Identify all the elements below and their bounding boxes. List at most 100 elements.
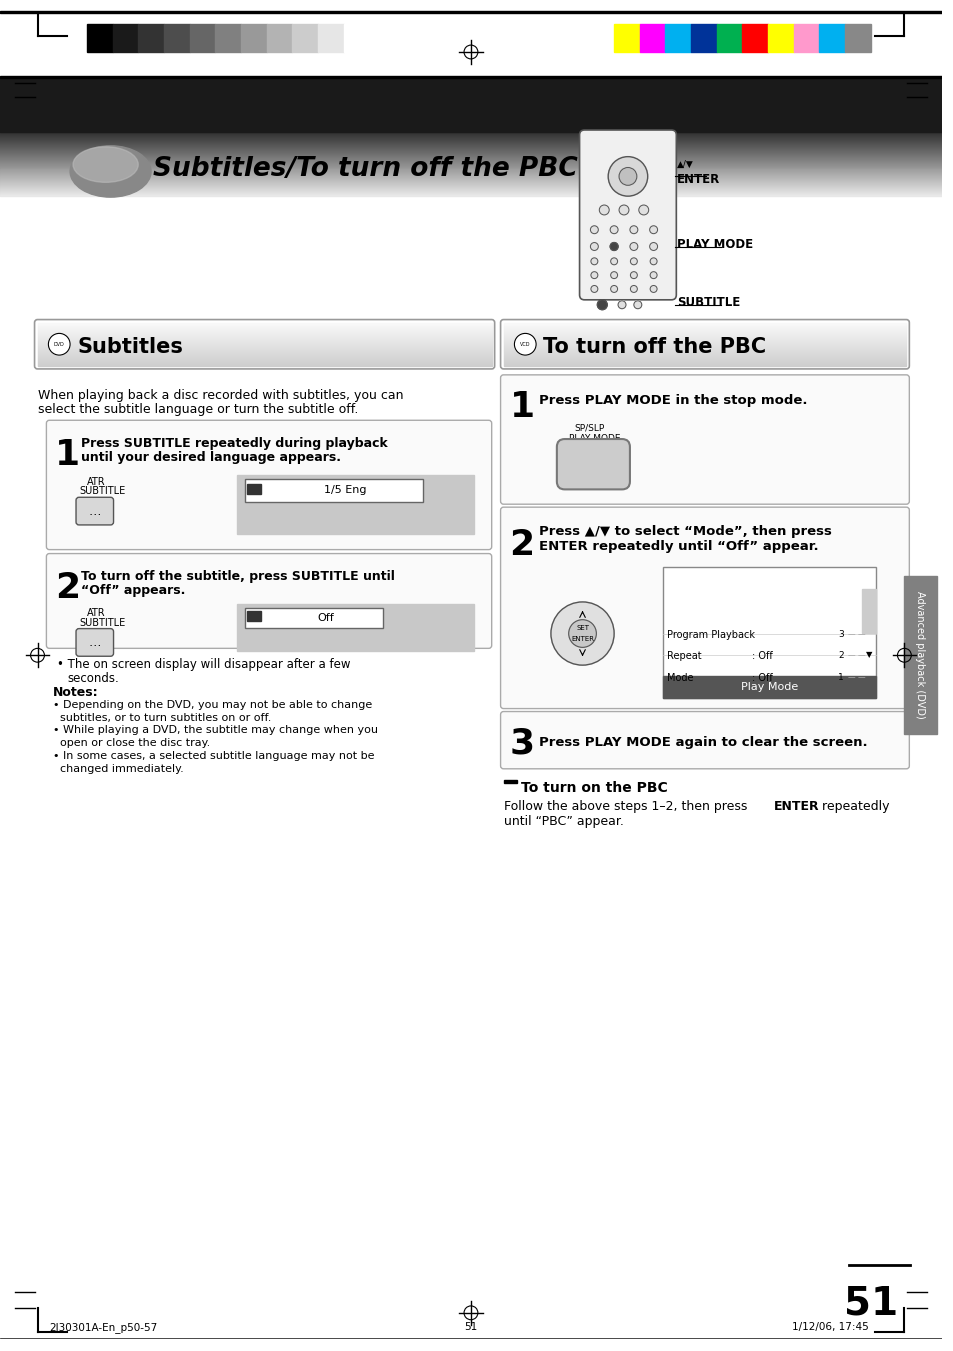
Text: 1/12/06, 17:45: 1/12/06, 17:45 xyxy=(791,1321,868,1332)
Circle shape xyxy=(568,620,596,647)
Text: …: … xyxy=(89,636,101,648)
Circle shape xyxy=(650,258,657,265)
Circle shape xyxy=(649,226,657,234)
Text: 1: 1 xyxy=(838,673,843,682)
Text: PLAY MODE: PLAY MODE xyxy=(677,238,753,251)
FancyBboxPatch shape xyxy=(579,130,676,300)
Text: ENTER: ENTER xyxy=(677,173,720,186)
Text: : Off: : Off xyxy=(752,651,772,661)
Text: Press ▲/▼ to select “Mode”, then press: Press ▲/▼ to select “Mode”, then press xyxy=(538,526,831,538)
Bar xyxy=(317,24,343,51)
Circle shape xyxy=(650,272,657,278)
Circle shape xyxy=(597,300,606,309)
Bar xyxy=(767,24,793,51)
Bar xyxy=(215,24,241,51)
Bar xyxy=(0,77,941,132)
Bar xyxy=(112,24,138,51)
Text: repeatedly: repeatedly xyxy=(817,800,888,813)
FancyBboxPatch shape xyxy=(47,554,491,648)
Text: select the subtitle language or turn the subtitle off.: select the subtitle language or turn the… xyxy=(37,404,357,416)
Text: SET: SET xyxy=(576,624,588,631)
Text: 51: 51 xyxy=(464,1321,477,1332)
Bar xyxy=(138,24,164,51)
Circle shape xyxy=(630,258,637,265)
Text: — —: — — xyxy=(847,651,864,661)
FancyBboxPatch shape xyxy=(557,439,629,489)
Text: SUBTITLE: SUBTITLE xyxy=(677,296,740,309)
Bar xyxy=(87,24,112,51)
Circle shape xyxy=(639,205,648,215)
Text: SP/SLP: SP/SLP xyxy=(574,423,604,432)
Text: Program Playback: Program Playback xyxy=(667,630,755,639)
Text: Play Mode: Play Mode xyxy=(740,682,798,692)
Circle shape xyxy=(630,272,637,278)
Text: Repeat: Repeat xyxy=(667,651,701,661)
Text: 51: 51 xyxy=(843,1285,898,1323)
Circle shape xyxy=(49,334,70,355)
Bar xyxy=(247,611,260,620)
Bar xyxy=(236,474,474,534)
FancyBboxPatch shape xyxy=(47,420,491,550)
Circle shape xyxy=(650,285,657,292)
Text: 2: 2 xyxy=(509,528,534,562)
Circle shape xyxy=(610,272,617,278)
Text: ATR: ATR xyxy=(87,477,106,486)
Text: seconds.: seconds. xyxy=(67,671,119,685)
Bar xyxy=(793,24,819,51)
Circle shape xyxy=(610,226,618,234)
Bar xyxy=(662,567,875,697)
Circle shape xyxy=(590,226,598,234)
FancyBboxPatch shape xyxy=(76,497,113,526)
Circle shape xyxy=(629,226,638,234)
Circle shape xyxy=(590,272,598,278)
Bar xyxy=(662,676,875,697)
Text: • In some cases, a selected subtitle language may not be: • In some cases, a selected subtitle lan… xyxy=(53,751,375,761)
Text: ATR: ATR xyxy=(87,608,106,617)
Text: ▼: ▼ xyxy=(864,650,871,659)
FancyBboxPatch shape xyxy=(76,628,113,657)
Text: Advanced playback (DVD): Advanced playback (DVD) xyxy=(914,592,924,719)
Text: ▲/▼: ▲/▼ xyxy=(677,159,694,169)
Bar xyxy=(241,24,266,51)
Text: 2: 2 xyxy=(55,571,80,605)
Bar xyxy=(190,24,215,51)
FancyBboxPatch shape xyxy=(245,478,422,503)
Circle shape xyxy=(598,205,609,215)
Bar xyxy=(844,24,870,51)
Bar xyxy=(164,24,190,51)
Text: until your desired language appears.: until your desired language appears. xyxy=(81,451,340,463)
Ellipse shape xyxy=(73,147,138,182)
Bar xyxy=(292,24,317,51)
Text: Subtitles: Subtitles xyxy=(77,338,183,357)
Bar xyxy=(903,577,936,734)
Text: 1/5 Eng: 1/5 Eng xyxy=(324,485,367,496)
Circle shape xyxy=(618,205,628,215)
Bar xyxy=(343,24,369,51)
Text: Notes:: Notes: xyxy=(53,686,99,698)
Text: Press SUBTITLE repeatedly during playback: Press SUBTITLE repeatedly during playbac… xyxy=(81,438,387,450)
Text: “Off” appears.: “Off” appears. xyxy=(81,584,185,597)
Circle shape xyxy=(629,243,638,250)
Text: changed immediately.: changed immediately. xyxy=(53,763,184,774)
Text: Off: Off xyxy=(317,613,334,623)
Bar xyxy=(0,76,941,77)
Text: SUBTITLE: SUBTITLE xyxy=(79,617,125,628)
Bar xyxy=(266,24,292,51)
Bar xyxy=(0,11,941,12)
Text: 3: 3 xyxy=(509,725,534,761)
Circle shape xyxy=(618,301,625,309)
Ellipse shape xyxy=(70,146,151,197)
Bar xyxy=(716,24,741,51)
FancyBboxPatch shape xyxy=(500,712,908,769)
FancyBboxPatch shape xyxy=(500,374,908,504)
Text: • The on screen display will disappear after a few: • The on screen display will disappear a… xyxy=(57,658,351,671)
Text: VCD: VCD xyxy=(519,342,530,347)
Text: To turn on the PBC: To turn on the PBC xyxy=(520,781,667,794)
Text: Press PLAY MODE in the stop mode.: Press PLAY MODE in the stop mode. xyxy=(538,393,807,407)
Circle shape xyxy=(649,243,657,250)
Circle shape xyxy=(550,603,614,665)
Text: 1: 1 xyxy=(55,438,80,471)
Text: ENTER: ENTER xyxy=(773,800,819,813)
Text: ENTER: ENTER xyxy=(571,636,594,643)
Bar xyxy=(503,780,517,782)
